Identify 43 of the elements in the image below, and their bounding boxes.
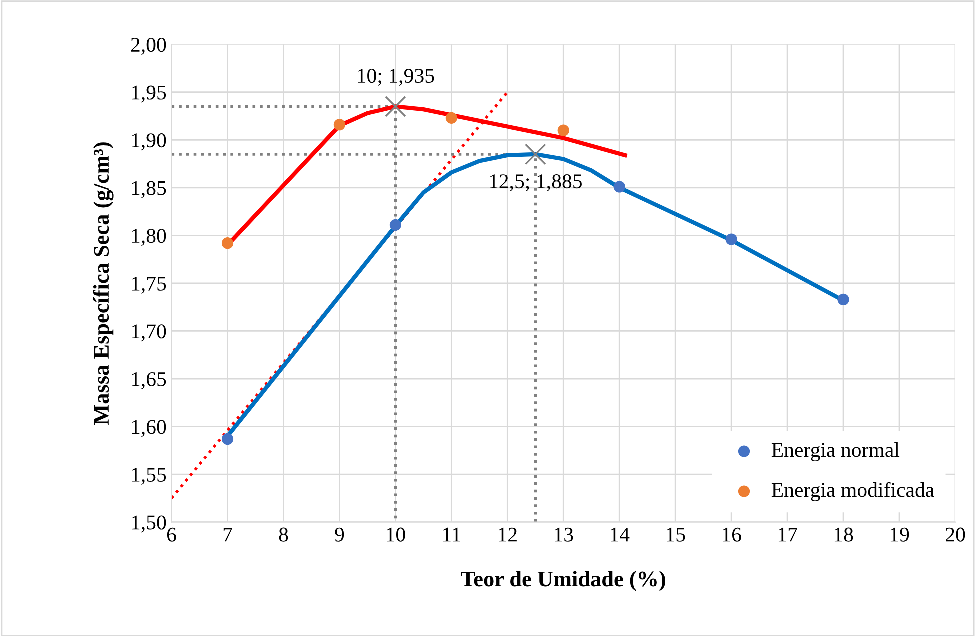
x-tick-label: 19	[890, 528, 910, 542]
point	[838, 294, 850, 306]
x-tick-label: 17	[778, 528, 798, 542]
x-tick-label: 16	[723, 528, 742, 542]
point	[222, 433, 234, 446]
x-tick-label: 7	[224, 528, 232, 542]
y-tick-label: 1,80	[132, 229, 166, 246]
point	[614, 181, 626, 193]
y-axis-title: Massa Específica Seca (g/cm³)	[93, 142, 114, 425]
y-tick-label: 1,95	[132, 86, 166, 103]
x-tick-label: 20	[946, 528, 966, 542]
x-tick-label: 15	[667, 528, 686, 542]
y-tick-label: 1,85	[132, 181, 166, 198]
x-tick-label: 9	[335, 528, 344, 542]
point	[446, 112, 458, 124]
y-tick-label: 1,90	[132, 134, 166, 151]
x-tick-label: 8	[279, 528, 288, 542]
legend-label: Energia normal	[772, 442, 900, 462]
y-tick-label: 2,00	[131, 38, 166, 56]
x-axis-title: Teor de Umidade (%)	[461, 571, 666, 592]
x-tick-label: 12	[499, 528, 517, 542]
y-tick-label: 1,70	[132, 324, 166, 342]
point	[222, 238, 234, 250]
x-tick-label: 6	[167, 528, 176, 542]
annotation: 12,5; 1,885	[490, 174, 582, 192]
y-tick-label: 1,60	[132, 420, 166, 438]
x-tick-label: 11	[443, 528, 460, 542]
x-tick-label: 13	[555, 528, 574, 542]
y-tick-label: 1,65	[132, 372, 166, 390]
x-tick-label: 18	[834, 528, 854, 542]
y-tick-label: 1,55	[132, 468, 166, 485]
point	[726, 234, 738, 246]
point	[385, 96, 406, 118]
x-tick-label: 14	[611, 528, 630, 542]
point	[390, 219, 402, 231]
y-tick-label: 1,75	[132, 276, 166, 294]
point	[524, 144, 546, 166]
point	[334, 119, 346, 131]
annotation: 10; 1,935	[358, 68, 434, 86]
y-tick-label: 1,50	[132, 516, 166, 533]
point	[558, 124, 570, 136]
x-tick-label: 10	[387, 528, 406, 542]
legend-label: Energia modificada	[772, 482, 934, 502]
